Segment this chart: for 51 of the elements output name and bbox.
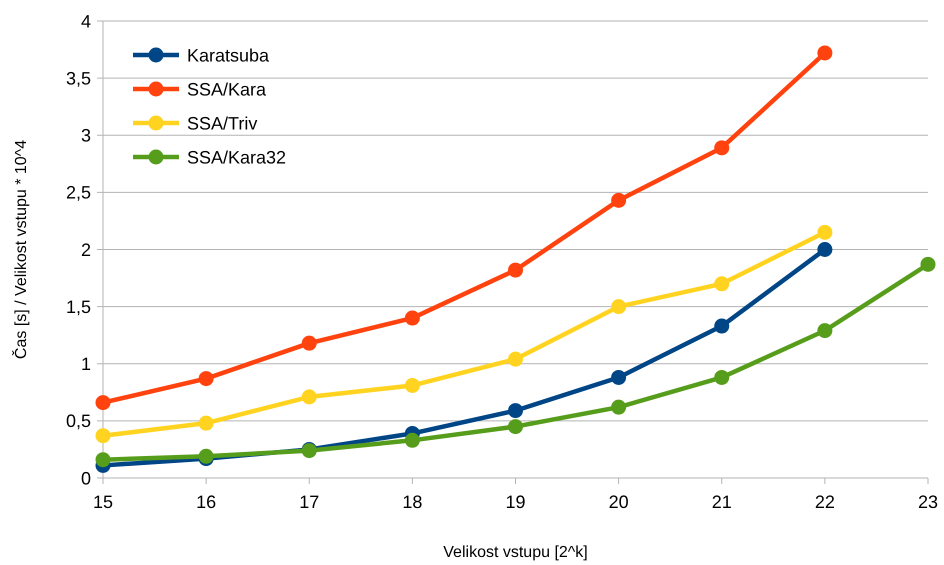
x-tick-label: 20 <box>608 492 629 512</box>
point <box>611 370 626 385</box>
point <box>96 452 110 468</box>
point <box>508 352 523 367</box>
y-axis-title: Čas [s] / Velikost vstupu * 10^4 <box>12 140 30 360</box>
point <box>198 416 214 431</box>
point <box>714 140 730 156</box>
y-tick-label: 3 <box>80 126 91 146</box>
point <box>817 242 832 257</box>
point <box>714 276 730 292</box>
legend-label: SSA/Kara <box>187 79 268 100</box>
point <box>508 419 523 434</box>
x-tick-label: 16 <box>196 492 216 512</box>
point <box>817 323 832 338</box>
point <box>302 389 317 404</box>
x-tick-label: 18 <box>402 492 422 512</box>
point <box>611 299 626 314</box>
y-tick-label: 0,5 <box>66 411 91 432</box>
point <box>404 432 420 448</box>
y-tick-label: 3,5 <box>66 68 91 88</box>
x-tick-label: 15 <box>92 492 114 512</box>
point <box>714 318 730 334</box>
x-tick-label: 23 <box>918 492 938 512</box>
x-tick-label: 21 <box>712 492 732 512</box>
y-tick-label: 0 <box>80 468 91 488</box>
point <box>198 371 214 386</box>
y-tick-label: 1,5 <box>66 296 91 317</box>
point <box>96 395 110 410</box>
point <box>611 192 626 208</box>
point <box>404 378 420 393</box>
point <box>302 336 317 351</box>
point <box>714 370 730 385</box>
x-tick-label: 19 <box>505 492 526 512</box>
x-tick-label: 22 <box>814 492 835 512</box>
point <box>404 310 420 326</box>
legend-label: SSA/Kara32 <box>187 147 286 168</box>
y-tick-label: 2 <box>80 240 91 260</box>
point <box>508 403 523 418</box>
y-tick-label: 1 <box>80 354 91 374</box>
legend-label: SSA/Triv <box>187 113 258 134</box>
point <box>96 428 110 444</box>
y-tick-label: 2,5 <box>66 182 91 203</box>
point <box>817 224 832 240</box>
point <box>508 262 523 278</box>
legend-label: Karatsuba <box>187 45 270 66</box>
point <box>920 256 936 272</box>
x-tick-label: 17 <box>299 492 320 512</box>
point <box>611 400 626 415</box>
point <box>817 45 832 60</box>
x-axis-title: Velikost vstupu [2^k] <box>443 544 588 561</box>
y-tick-label: 4 <box>80 11 91 32</box>
